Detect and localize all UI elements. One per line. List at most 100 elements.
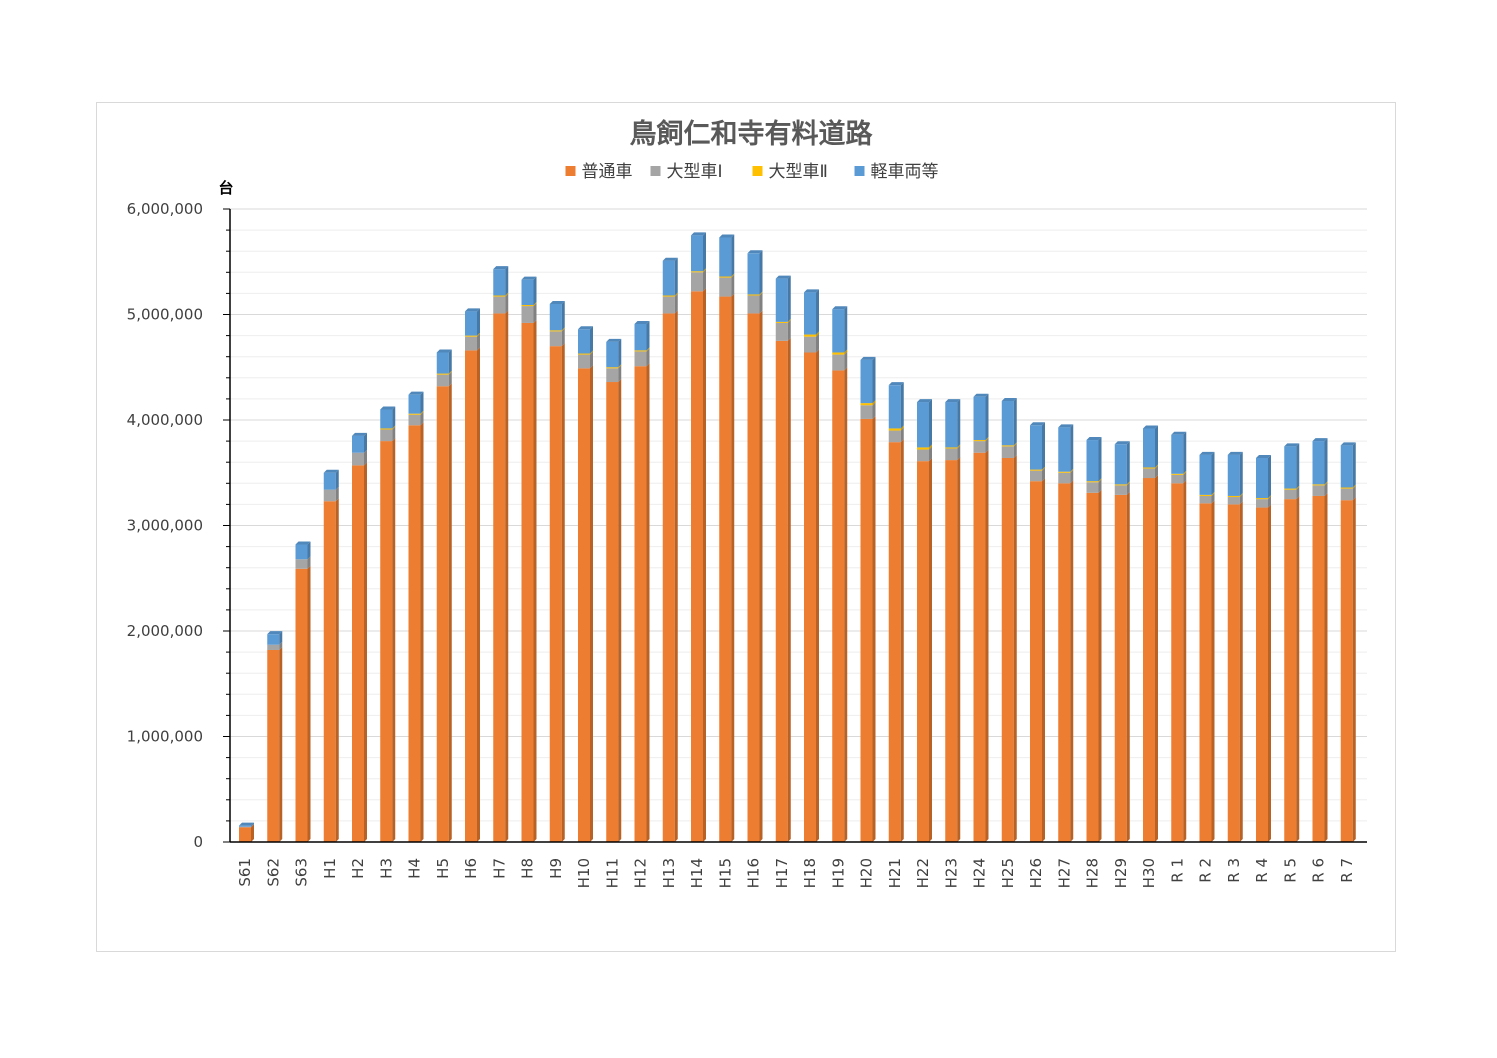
bar-segment-4 [662, 260, 675, 296]
bar-segment-side [1098, 478, 1102, 483]
bar-segment-1 [352, 465, 364, 842]
bar-segment-4 [606, 341, 619, 368]
x-tick-label: H7 [490, 858, 508, 879]
bar-segment-side [985, 449, 989, 842]
bar-segment-2 [493, 296, 506, 314]
bar-segment-side [477, 308, 480, 336]
bar-stack-H2 [352, 432, 367, 842]
bar-segment-side [1268, 496, 1271, 508]
bar-segment-side [590, 351, 593, 369]
x-tick-label: R 2 [1197, 858, 1215, 883]
bar-segment-4 [352, 435, 364, 453]
bar-segment-1 [323, 501, 336, 842]
bar-segment-side [251, 824, 254, 842]
bar-segment-4 [1086, 440, 1099, 482]
bar-segment-side [392, 426, 396, 442]
bar-segment-side [505, 266, 509, 296]
bar-segment-side [251, 823, 254, 828]
bar-stack-H11 [606, 338, 622, 842]
x-tick-label: H28 [1084, 858, 1102, 888]
bar-segment-side [1211, 492, 1215, 504]
bar-top-face [1058, 424, 1074, 428]
bar-segment-1 [1340, 500, 1353, 842]
bar-stack-H8 [521, 276, 537, 842]
bar-segment-1 [1030, 481, 1042, 842]
bar-top-face [860, 356, 876, 360]
bar-segment-side [448, 349, 452, 374]
bar-segment-side [787, 319, 791, 341]
bar-segment-side [646, 347, 650, 352]
x-tick-label: H1 [321, 858, 339, 879]
bar-segment-1 [267, 649, 280, 842]
bar-segment-side [364, 432, 367, 453]
bar-segment-side [561, 327, 565, 332]
bar-segment-3 [1114, 484, 1127, 486]
bar-segment-side [1155, 465, 1158, 479]
bar-segment-2 [1143, 468, 1155, 479]
bar-stack-S63 [295, 541, 311, 842]
bar-segment-3 [606, 367, 619, 369]
bar-segment-1 [691, 291, 703, 842]
bar-stack-H22 [917, 399, 932, 842]
y-axis: 0 1,000,000 2,000,000 3,000,000 4,000,000 5,0… [127, 200, 231, 851]
bar-top-face [408, 391, 424, 395]
bars [239, 232, 1356, 842]
x-tick-label: H21 [886, 858, 904, 888]
bar-segment-1 [465, 350, 477, 842]
bar-stack-H21 [888, 382, 904, 842]
bar-segment-2 [323, 489, 336, 502]
bar-top-face [606, 338, 622, 342]
bar-segment-1 [606, 382, 619, 842]
bar-segment-3 [1058, 471, 1071, 473]
bar-stack-H12 [634, 320, 650, 842]
bar-top-face [521, 276, 537, 280]
bar-segment-2 [267, 644, 280, 650]
bar-segment-1 [1256, 507, 1268, 842]
bar-segment-side [1070, 424, 1074, 472]
bar-segment-side [335, 486, 339, 502]
bar-segment-side [1070, 468, 1074, 473]
bar-segment-side [505, 292, 509, 297]
bar-segment-side [929, 399, 932, 448]
x-tick-label: H11 [603, 858, 621, 888]
legend-swatch-3 [752, 166, 763, 176]
bar-segment-2 [804, 336, 816, 353]
bar-segment-4 [493, 269, 506, 296]
bar-segment-side [759, 291, 763, 296]
bar-segment-side [929, 446, 932, 462]
x-tick-label: H16 [745, 858, 763, 888]
bar-segment-1 [521, 322, 534, 842]
bar-segment-side [787, 337, 791, 842]
x-axis: S61 S62 S63 H1 H2 H3 H4 H5 H6 H7 H8 H9 H10 H11 H12 H13 H… [230, 841, 1367, 888]
bar-stack-R4 [1256, 454, 1271, 842]
bar-segment-side [1183, 431, 1187, 474]
bar-stack-S62 [267, 631, 283, 842]
bar-segment-side [674, 257, 678, 296]
bar-segment-2 [352, 452, 364, 466]
legend-label-4: 軽車両等 [871, 162, 939, 182]
bar-segment-side [533, 302, 537, 307]
bar-segment-side [957, 445, 961, 461]
bar-segment-4 [832, 309, 845, 353]
bar-segment-2 [832, 354, 845, 371]
bar-segment-side [448, 370, 452, 375]
bar-stack-R1 [1171, 431, 1187, 842]
bar-segment-side [703, 232, 706, 272]
bar-stack-R2 [1199, 451, 1215, 842]
bar-segment-side [335, 498, 339, 842]
bar-segment-4 [747, 253, 760, 295]
bar-stack-H24 [973, 393, 989, 842]
bar-segment-1 [436, 386, 449, 842]
bar-segment-1 [945, 460, 958, 842]
bar-segment-side [1239, 494, 1243, 505]
bar-segment-side [1352, 442, 1356, 488]
bar-segment-2 [578, 354, 590, 369]
bar-segment-2 [860, 405, 873, 419]
y-tick-label: 2,000,000 [127, 622, 203, 640]
legend-swatch-1 [565, 166, 576, 176]
x-tick-label: H20 [858, 858, 876, 888]
bar-segment-side [957, 457, 961, 842]
bar-segment-side [533, 319, 537, 842]
bar-segment-1 [1171, 483, 1184, 842]
bar-stack-H25 [1001, 398, 1017, 842]
